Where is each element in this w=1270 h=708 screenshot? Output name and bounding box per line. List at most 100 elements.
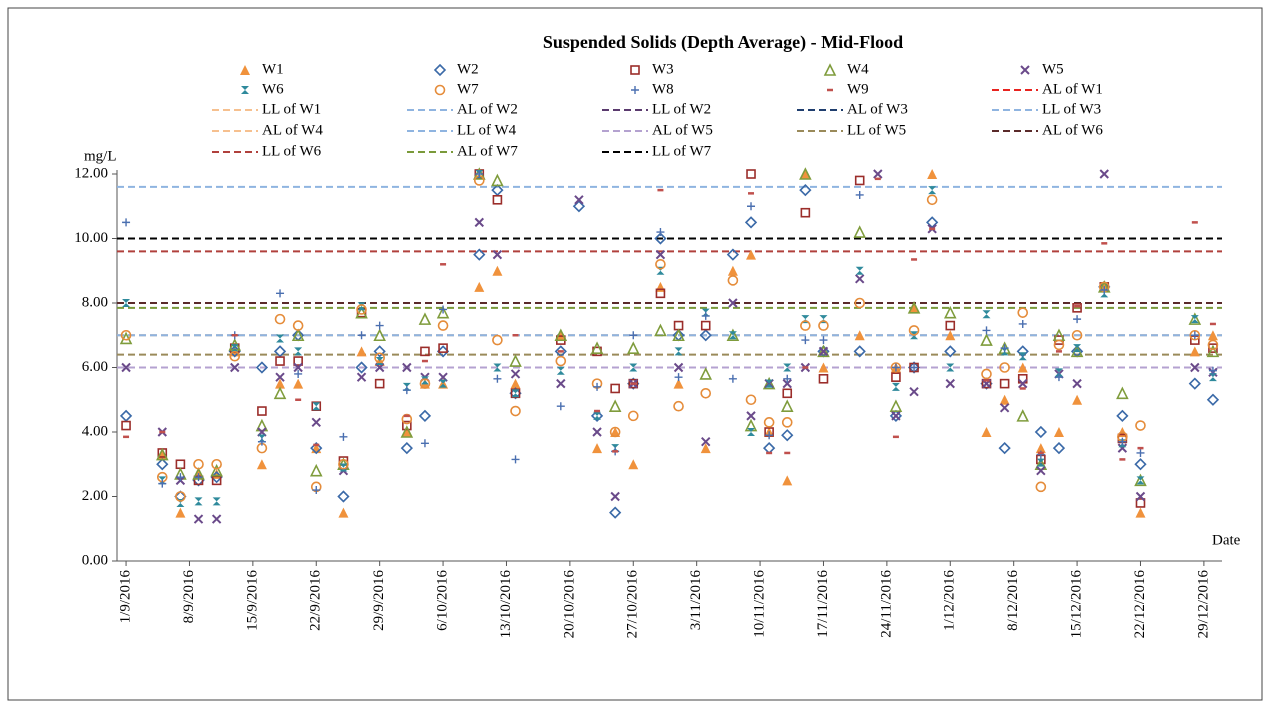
point bbox=[492, 195, 503, 205]
point bbox=[402, 420, 412, 431]
point bbox=[420, 439, 429, 448]
point bbox=[122, 299, 131, 307]
point bbox=[1135, 498, 1146, 508]
point bbox=[626, 341, 640, 354]
point bbox=[1135, 507, 1146, 518]
point bbox=[293, 378, 304, 389]
legend-marker bbox=[433, 63, 447, 77]
legend-marker bbox=[823, 63, 837, 76]
point bbox=[853, 225, 866, 238]
point bbox=[436, 305, 450, 319]
point bbox=[800, 320, 811, 331]
point bbox=[800, 207, 811, 218]
point bbox=[818, 346, 829, 357]
point bbox=[853, 345, 866, 358]
point bbox=[655, 249, 666, 260]
point bbox=[418, 312, 432, 325]
x-tick-label: 8/9/2016 bbox=[181, 570, 197, 624]
legend-label: W7 bbox=[457, 81, 479, 97]
point bbox=[1073, 315, 1082, 324]
point bbox=[873, 169, 883, 179]
x-tick-label: 15/9/2016 bbox=[244, 570, 260, 631]
point bbox=[744, 216, 758, 229]
legend-label: W6 bbox=[262, 81, 284, 97]
point bbox=[889, 409, 903, 423]
point bbox=[439, 305, 448, 314]
point bbox=[555, 330, 566, 341]
point bbox=[1190, 315, 1199, 324]
y-tick-label: 0.00 bbox=[82, 552, 108, 568]
point bbox=[854, 330, 865, 341]
point bbox=[1118, 437, 1127, 446]
point bbox=[946, 363, 955, 372]
point bbox=[420, 376, 429, 385]
point bbox=[556, 366, 565, 375]
point bbox=[337, 490, 350, 503]
point bbox=[945, 320, 956, 331]
x-tick-label: 24/11/2016 bbox=[878, 570, 894, 638]
legend-label: W9 bbox=[847, 81, 869, 97]
point bbox=[419, 378, 431, 389]
point bbox=[909, 302, 920, 313]
point bbox=[801, 336, 810, 345]
point bbox=[746, 249, 757, 260]
point bbox=[673, 378, 684, 389]
point bbox=[746, 411, 756, 421]
point bbox=[1035, 443, 1046, 454]
point bbox=[156, 458, 169, 471]
point bbox=[655, 258, 666, 270]
point bbox=[944, 345, 957, 358]
point bbox=[1190, 362, 1200, 373]
point bbox=[818, 373, 829, 384]
point bbox=[999, 378, 1010, 389]
point bbox=[1018, 352, 1027, 361]
point bbox=[982, 310, 991, 319]
point bbox=[981, 427, 992, 437]
point bbox=[590, 409, 604, 423]
point bbox=[122, 218, 131, 227]
legend-label: AL of W5 bbox=[652, 122, 713, 138]
point bbox=[747, 428, 756, 436]
legend-marker bbox=[631, 86, 639, 94]
point bbox=[257, 406, 267, 416]
point bbox=[927, 169, 938, 179]
point bbox=[1134, 458, 1147, 471]
y-tick-label: 2.00 bbox=[82, 488, 108, 504]
point bbox=[609, 506, 622, 519]
point bbox=[889, 399, 903, 413]
point bbox=[780, 399, 794, 413]
point bbox=[818, 362, 829, 373]
point bbox=[762, 376, 776, 390]
point bbox=[420, 346, 430, 357]
point bbox=[275, 378, 286, 389]
point bbox=[700, 387, 712, 399]
point bbox=[491, 173, 504, 187]
point bbox=[908, 325, 920, 336]
point bbox=[400, 425, 414, 438]
x-tick-label: 8/12/2016 bbox=[1005, 570, 1021, 631]
point bbox=[309, 463, 323, 477]
point bbox=[1188, 312, 1202, 325]
point bbox=[727, 275, 739, 286]
x-tick-label: 1/12/2016 bbox=[942, 570, 958, 631]
point bbox=[627, 410, 639, 422]
legend-label: AL of W4 bbox=[262, 122, 323, 138]
point bbox=[593, 411, 602, 420]
point bbox=[119, 409, 133, 423]
point bbox=[1135, 491, 1146, 502]
point bbox=[854, 274, 865, 284]
point bbox=[1036, 458, 1045, 467]
point bbox=[339, 432, 348, 441]
point bbox=[891, 372, 901, 382]
point bbox=[1136, 448, 1145, 457]
point bbox=[510, 369, 521, 379]
point bbox=[475, 170, 484, 178]
point bbox=[747, 202, 756, 211]
point bbox=[1136, 476, 1145, 485]
point bbox=[628, 459, 639, 470]
point bbox=[783, 363, 792, 372]
legend-marker bbox=[630, 65, 640, 75]
legend-label: W3 bbox=[652, 61, 674, 77]
point bbox=[674, 373, 683, 382]
point bbox=[1036, 465, 1046, 476]
